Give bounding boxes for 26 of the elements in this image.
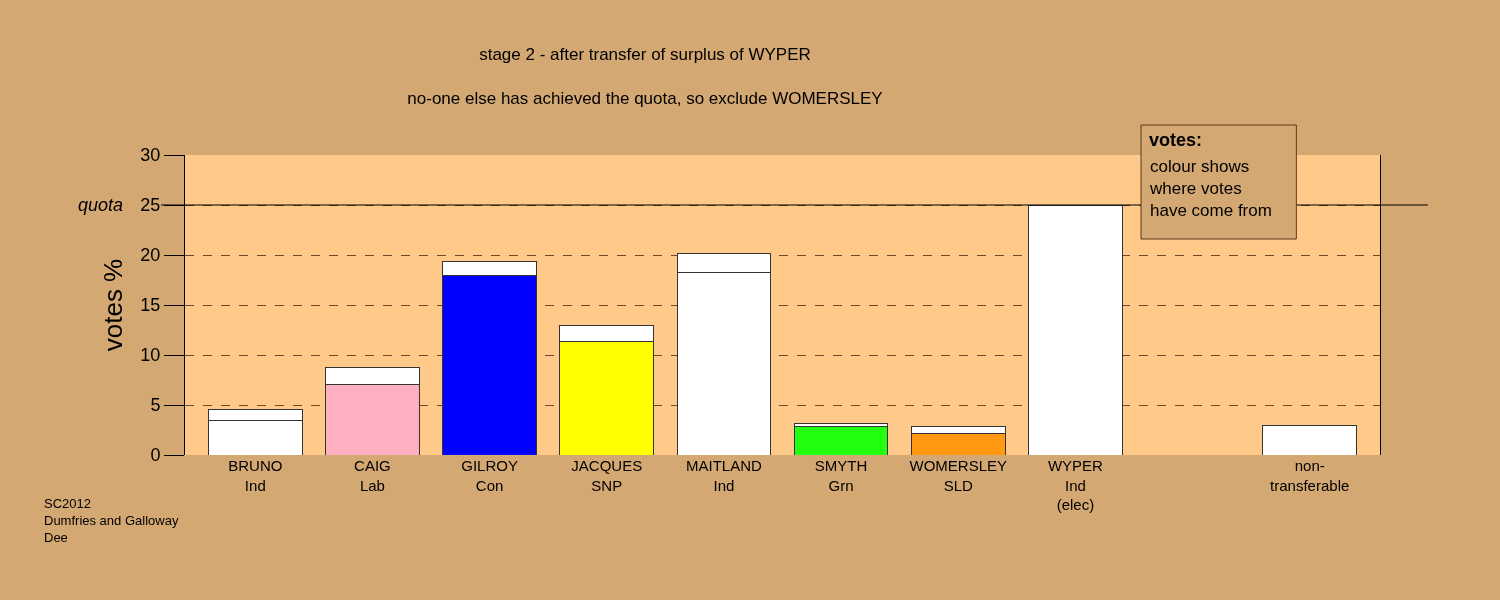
x-tick-label: WYPER Ind (elec) (1047, 457, 1104, 513)
x-tick-label: BRUNO Ind (228, 457, 283, 494)
x-tick-label: GILROY Con (461, 457, 518, 494)
y-tick-label: 10 (140, 345, 161, 366)
x-tick-label: WOMERSLEY SLD (909, 457, 1007, 494)
y-tick-label: 0 (150, 445, 161, 466)
bar (793, 425, 889, 455)
y-axis-title: votes % (97, 258, 128, 352)
y-tick-label: 20 (140, 245, 161, 266)
y-tick-label: 30 (140, 145, 161, 166)
ref-line-label: quota (78, 195, 124, 215)
bar (1028, 204, 1123, 455)
text: votes: (1149, 130, 1203, 150)
y-tick-label: 25 (140, 195, 161, 216)
text: SC2012 Dumfries and Galloway Dee (44, 496, 179, 545)
x-tick-label: MAITLAND Ind (686, 457, 763, 494)
x-tick-label: JACQUES SNP (571, 457, 643, 494)
x-tick-label: non- transferable (1270, 457, 1350, 494)
bar (1262, 424, 1358, 455)
y-tick-label: 5 (150, 395, 161, 416)
x-tick-label: CAIG Lab (354, 457, 391, 494)
chart-subtitle: no-one else has achieved the quota, so exclude WOMERSLEY (407, 89, 883, 109)
x-tick-label: SMYTH Grn (814, 457, 868, 494)
y-tick-label: 15 (140, 295, 161, 316)
chart-title: stage 2 - after transfer of surplus of WYPER (479, 45, 811, 64)
annotation: colour shows where votes have come from (1149, 157, 1272, 221)
